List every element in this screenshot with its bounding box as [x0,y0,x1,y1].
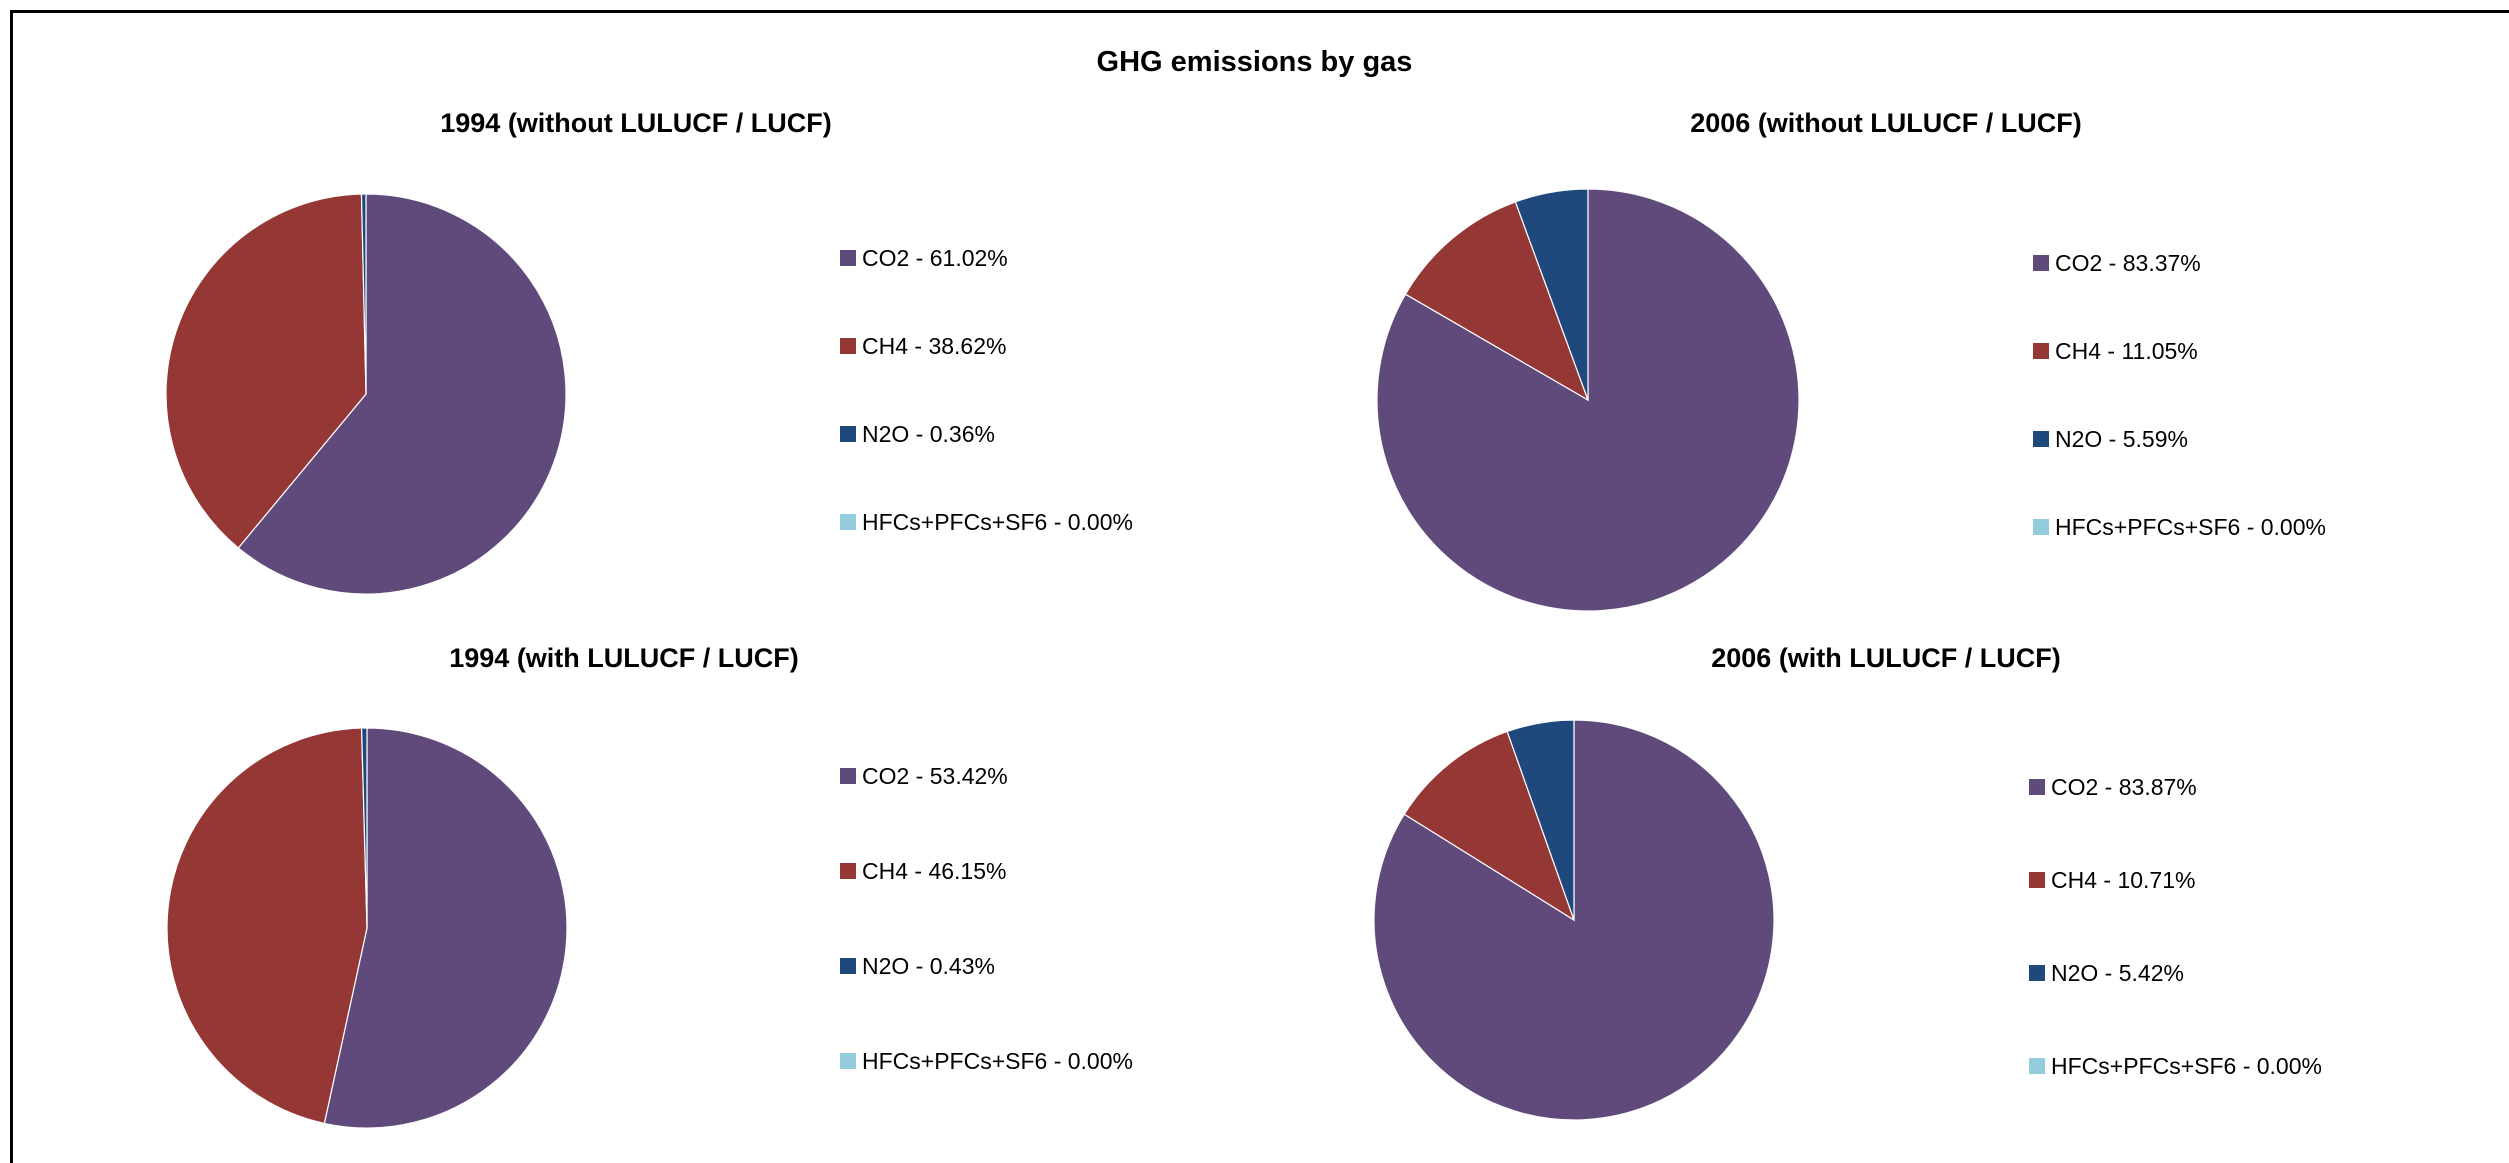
legend-label: HFCs+PFCs+SF6 - 0.00% [862,1048,1133,1074]
legend-swatch-ch4 [2033,343,2049,359]
legend-swatch-n2o [840,426,856,442]
pie-slice-ch4 [166,727,368,1125]
pie-slice-n2o [360,727,368,929]
pie-slice-n2o [1514,188,1589,401]
legend-swatch-n2o [2029,965,2045,981]
pie-slice-n2o [1506,719,1575,921]
legend-label: CO2 - 61.02% [862,245,1008,271]
pie-slice-co2 [323,727,568,1129]
pie-1994-with: CO2 - 53.42% CH4 - 46.15% N2O - 0.43% HFCs+… [166,727,1133,1129]
legend-swatch-hfcs-pfcs-sf6 [2029,1058,2045,1074]
legend-label: HFCs+PFCs+SF6 - 0.00% [2051,1053,2322,1079]
legend-swatch-ch4 [2029,872,2045,888]
legend-label: N2O - 5.59% [2055,426,2188,452]
legend-label: N2O - 0.43% [862,953,995,979]
legend-label: CH4 - 38.62% [862,333,1006,359]
pie-title-1994-with: 1994 (with LULUCF / LUCF) [449,643,799,673]
legend-label: N2O - 5.42% [2051,960,2184,986]
pie-slice-ch4 [1404,201,1590,402]
legend-swatch-co2 [840,768,856,784]
legend-label: CH4 - 10.71% [2051,867,2195,893]
pie-slice-ch4 [165,193,367,549]
legend-swatch-n2o [2033,431,2049,447]
pie-title-1994-without: 1994 (without LULUCF / LUCF) [440,108,832,138]
pie-title-2006-with: 2006 (with LULUCF / LUCF) [1711,643,2061,673]
legend-label: CH4 - 11.05% [2055,338,2198,364]
legend-label: CO2 - 83.37% [2055,250,2201,276]
pie-title-2006-without: 2006 (without LULUCF / LUCF) [1690,108,2082,138]
legend-swatch-co2 [2029,779,2045,795]
legend-label: CO2 - 83.87% [2051,774,2197,800]
pie-slice-co2 [237,193,567,595]
legend-swatch-n2o [840,958,856,974]
legend-swatch-hfcs-pfcs-sf6 [2033,519,2049,535]
legend-swatch-hfcs-pfcs-sf6 [840,1053,856,1069]
legend-label: CH4 - 46.15% [862,858,1006,884]
pie-2006-with: CO2 - 83.87% CH4 - 10.71% N2O - 5.42% HFCs+… [1373,719,2322,1121]
pie-2006-without: CO2 - 83.37% CH4 - 11.05% N2O - 5.59% HFCs+… [1376,188,2326,612]
legend-label: CO2 - 53.42% [862,763,1008,789]
pie-1994-without: CO2 - 61.02% CH4 - 38.62% N2O - 0.36% HFCs+… [165,193,1133,595]
pie-slice-ch4 [1403,730,1576,922]
legend-swatch-ch4 [840,338,856,354]
legend-swatch-co2 [2033,255,2049,271]
legend-swatch-hfcs-pfcs-sf6 [840,514,856,530]
legend-label: N2O - 0.36% [862,421,995,447]
legend-label: HFCs+PFCs+SF6 - 0.00% [2055,514,2326,540]
legend-label: HFCs+PFCs+SF6 - 0.00% [862,509,1133,535]
legend-swatch-co2 [840,250,856,266]
pie-slice-n2o [360,193,367,395]
main-title: GHG emissions by gas [1096,46,1413,78]
legend-swatch-ch4 [840,863,856,879]
